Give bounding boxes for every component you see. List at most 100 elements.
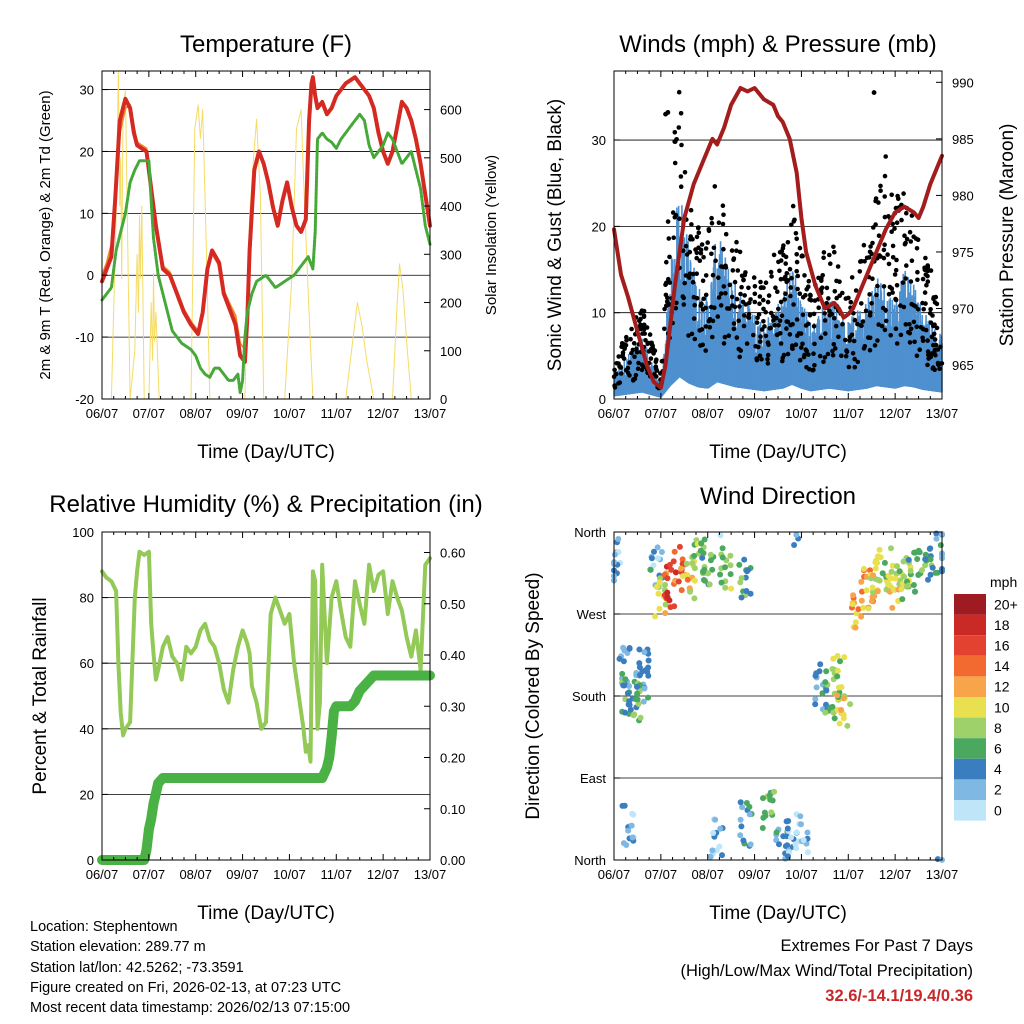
gust-point	[688, 207, 694, 213]
gust-point	[744, 341, 750, 346]
gust-point	[861, 346, 867, 351]
gust-point	[636, 360, 641, 366]
gust-point	[784, 271, 790, 276]
gust-point	[672, 160, 678, 166]
wdir-cluster	[616, 644, 652, 724]
gust-point	[707, 325, 713, 330]
wdir-point	[727, 571, 734, 578]
gust-point	[788, 285, 794, 290]
gust-point	[852, 317, 858, 323]
gust-point	[711, 245, 717, 251]
wdir-point	[869, 589, 876, 595]
wdir-point	[707, 551, 714, 558]
wdir-point	[664, 575, 671, 582]
wdir-point	[915, 547, 922, 554]
gust-point	[641, 313, 647, 318]
wdir-point	[737, 832, 744, 839]
wdir-point	[709, 847, 716, 854]
gust-point	[679, 142, 684, 148]
gust-point	[757, 353, 763, 359]
wdir-point	[925, 576, 931, 583]
gust-point	[773, 285, 778, 291]
wdir-point	[650, 562, 657, 569]
wdir-point	[719, 545, 726, 552]
rh-y-tick-label: 40	[80, 722, 94, 737]
wdir-point	[675, 578, 682, 585]
wdir-point	[841, 654, 848, 661]
gust-point	[818, 287, 824, 292]
legend-swatch	[954, 594, 986, 615]
gust-point	[837, 293, 842, 299]
gust-point	[752, 299, 758, 305]
wdir-point	[813, 684, 820, 691]
gust-point	[693, 247, 698, 252]
wdir-point	[624, 690, 631, 697]
gust-point	[789, 222, 794, 228]
legend-swatch	[954, 800, 986, 821]
wdir-point	[911, 549, 918, 556]
wdir-point	[701, 577, 708, 584]
gust-point	[843, 296, 849, 301]
rh-ticks: 06/07 07/07 08/07 09/07 10/07 11/07 12/07 13/07…	[72, 525, 465, 882]
gust-point	[794, 252, 799, 257]
gust-point	[867, 255, 872, 260]
gust-point	[670, 210, 676, 215]
gust-point	[776, 323, 781, 328]
gust-point	[839, 353, 844, 359]
gust-point	[924, 282, 929, 288]
gust-point	[689, 331, 695, 337]
wdir-point	[709, 566, 716, 573]
gust-point	[746, 285, 751, 291]
gust-point	[837, 279, 842, 285]
gust-point	[676, 89, 682, 95]
gust-point	[889, 192, 894, 198]
gust-point	[751, 275, 757, 280]
gust-point	[920, 338, 926, 344]
gust-point	[746, 314, 751, 320]
gust-point	[664, 280, 669, 286]
wdir-point	[910, 582, 917, 588]
gust-point	[691, 316, 697, 321]
wdir-point	[922, 556, 929, 563]
gust-point	[664, 259, 669, 265]
gust-point	[920, 326, 926, 332]
wdir-cluster	[707, 531, 811, 862]
wdir-point	[876, 577, 883, 584]
wdir-point	[888, 568, 895, 575]
gust-point	[810, 367, 815, 373]
gust-point	[881, 247, 887, 253]
gust-point	[721, 341, 727, 346]
gust-point	[699, 242, 705, 247]
gust-point	[758, 279, 763, 285]
gust-point	[784, 326, 789, 331]
gust-point	[666, 302, 671, 307]
gust-point	[927, 311, 933, 316]
wdir-point	[759, 825, 766, 831]
gust-point	[915, 277, 920, 283]
gust-point	[882, 327, 888, 333]
wdir-point	[932, 569, 939, 576]
temperature-y-tick-label: 20	[80, 144, 94, 159]
gust-point	[926, 352, 931, 358]
gust-point	[731, 257, 736, 263]
wdir-point	[645, 664, 652, 671]
gust-point	[908, 239, 914, 244]
gust-point	[928, 307, 933, 312]
temperature-series-2m-td	[100, 112, 432, 395]
wdir-point	[641, 685, 648, 692]
gust-point	[678, 174, 684, 179]
gust-point	[791, 302, 796, 307]
gust-point	[763, 309, 768, 315]
total-rainfall-line	[97, 670, 435, 865]
gust-point	[890, 254, 896, 260]
wdir-point	[687, 588, 693, 595]
rh-x-tick-label: 07/07	[133, 867, 166, 882]
gust-point	[771, 318, 776, 323]
gust-point	[720, 221, 726, 227]
rh-y2-tick-label: 0.20	[440, 751, 465, 766]
gust-point	[614, 361, 619, 366]
rh-y-tick-label: 60	[80, 656, 94, 671]
gust-point	[827, 252, 832, 258]
wdir-point	[662, 610, 669, 617]
wdir-point	[634, 696, 641, 703]
